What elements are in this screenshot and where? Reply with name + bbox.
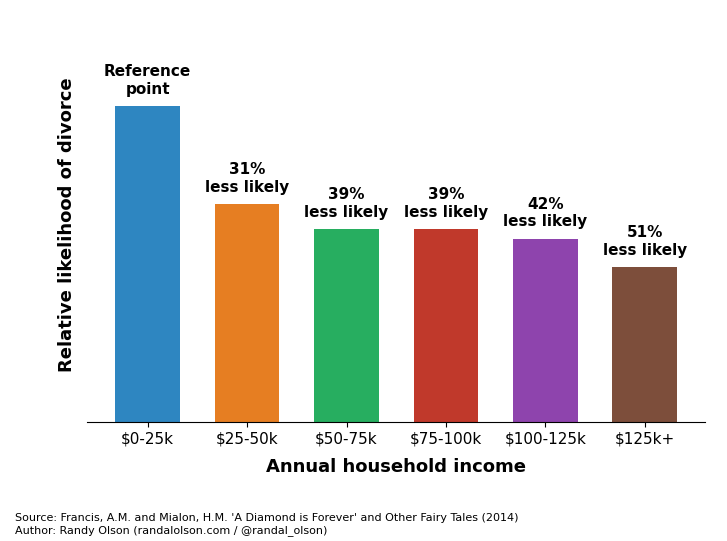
Text: 42%
less likely: 42% less likely bbox=[503, 197, 587, 229]
Bar bbox=[214, 204, 279, 422]
Text: 39%
less likely: 39% less likely bbox=[305, 187, 389, 220]
Bar bbox=[513, 239, 578, 422]
Y-axis label: Relative likelihood of divorce: Relative likelihood of divorce bbox=[58, 77, 76, 372]
Text: 39%
less likely: 39% less likely bbox=[403, 187, 488, 220]
Bar bbox=[612, 267, 677, 422]
Bar bbox=[414, 229, 478, 422]
X-axis label: Annual household income: Annual household income bbox=[266, 458, 526, 476]
Text: Source: Francis, A.M. and Mialon, H.M. 'A Diamond is Forever' and Other Fairy Ta: Source: Francis, A.M. and Mialon, H.M. '… bbox=[15, 513, 518, 536]
Bar bbox=[116, 106, 180, 422]
Text: 51%
less likely: 51% less likely bbox=[603, 225, 687, 258]
Text: Reference
point: Reference point bbox=[104, 64, 191, 96]
Bar bbox=[314, 229, 379, 422]
Text: 31%
less likely: 31% less likely bbox=[205, 162, 289, 195]
